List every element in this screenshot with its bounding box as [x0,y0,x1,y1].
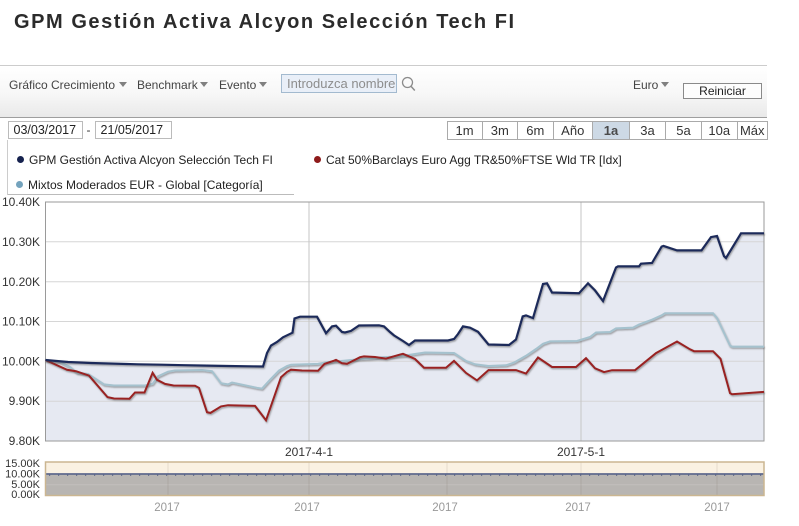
svg-text:9.80K: 9.80K [9,434,40,448]
svg-text:2017: 2017 [154,502,180,514]
svg-text:2017-4-1: 2017-4-1 [285,445,333,459]
svg-text:9.90K: 9.90K [9,394,40,408]
svg-text:10.00K: 10.00K [5,469,41,481]
svg-text:10.30K: 10.30K [2,235,40,249]
svg-text:0.00K: 0.00K [11,489,40,501]
svg-text:10.00K: 10.00K [2,355,40,369]
svg-text:10.20K: 10.20K [2,275,40,289]
svg-text:10.40K: 10.40K [2,196,40,209]
svg-text:2017: 2017 [704,502,730,514]
svg-text:10.10K: 10.10K [2,315,40,329]
svg-text:2017: 2017 [432,502,458,514]
svg-text:2017: 2017 [565,502,591,514]
svg-text:2017: 2017 [294,502,320,514]
svg-text:5.00K: 5.00K [11,479,40,491]
svg-text:2017-5-1: 2017-5-1 [557,445,605,459]
svg-text:15.00K: 15.00K [5,458,41,470]
